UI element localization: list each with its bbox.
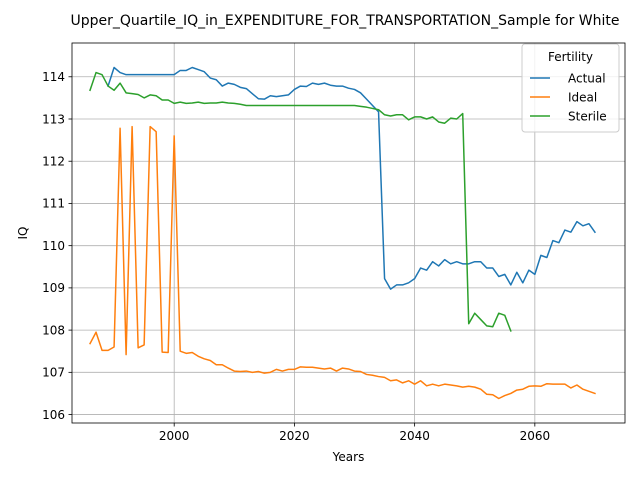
y-axis-label: IQ [16, 227, 30, 240]
legend-label-actual: Actual [568, 71, 606, 85]
legend-label-ideal: Ideal [568, 90, 597, 104]
y-tick-label: 113 [42, 112, 65, 126]
x-axis-label: Years [332, 450, 365, 464]
legend-title: Fertility [548, 50, 593, 64]
axis-ticks: 2000 2020 2040 2060 106 107 108 109 110 111 112 113… [42, 70, 550, 443]
legend-entries: Actual Ideal Sterile [530, 71, 607, 123]
y-tick-label: 114 [42, 70, 65, 84]
legend-box [521, 43, 620, 133]
series-line-sterile [89, 71, 512, 332]
legend-label-sterile: Sterile [568, 109, 607, 123]
plot-series [89, 66, 596, 400]
y-tick-label: 112 [42, 155, 65, 169]
x-tick-label: 2000 [159, 429, 190, 443]
x-tick-label: 2020 [279, 429, 310, 443]
series-line-ideal [89, 125, 596, 400]
chart-title: Upper_Quartile_IQ_in_EXPENDITURE_FOR_TRA… [71, 13, 620, 29]
x-tick-label: 2060 [520, 429, 551, 443]
y-tick-label: 107 [42, 366, 65, 380]
y-tick-label: 110 [42, 239, 65, 253]
y-tick-label: 106 [42, 408, 65, 422]
series-line-actual [107, 66, 596, 290]
x-tick-label: 2040 [399, 429, 430, 443]
legend: Fertility Actual Ideal Sterile [521, 43, 620, 133]
y-tick-label: 111 [42, 197, 65, 211]
y-tick-label: 109 [42, 281, 65, 295]
plot-frame [71, 42, 626, 424]
y-tick-label: 108 [42, 323, 65, 337]
